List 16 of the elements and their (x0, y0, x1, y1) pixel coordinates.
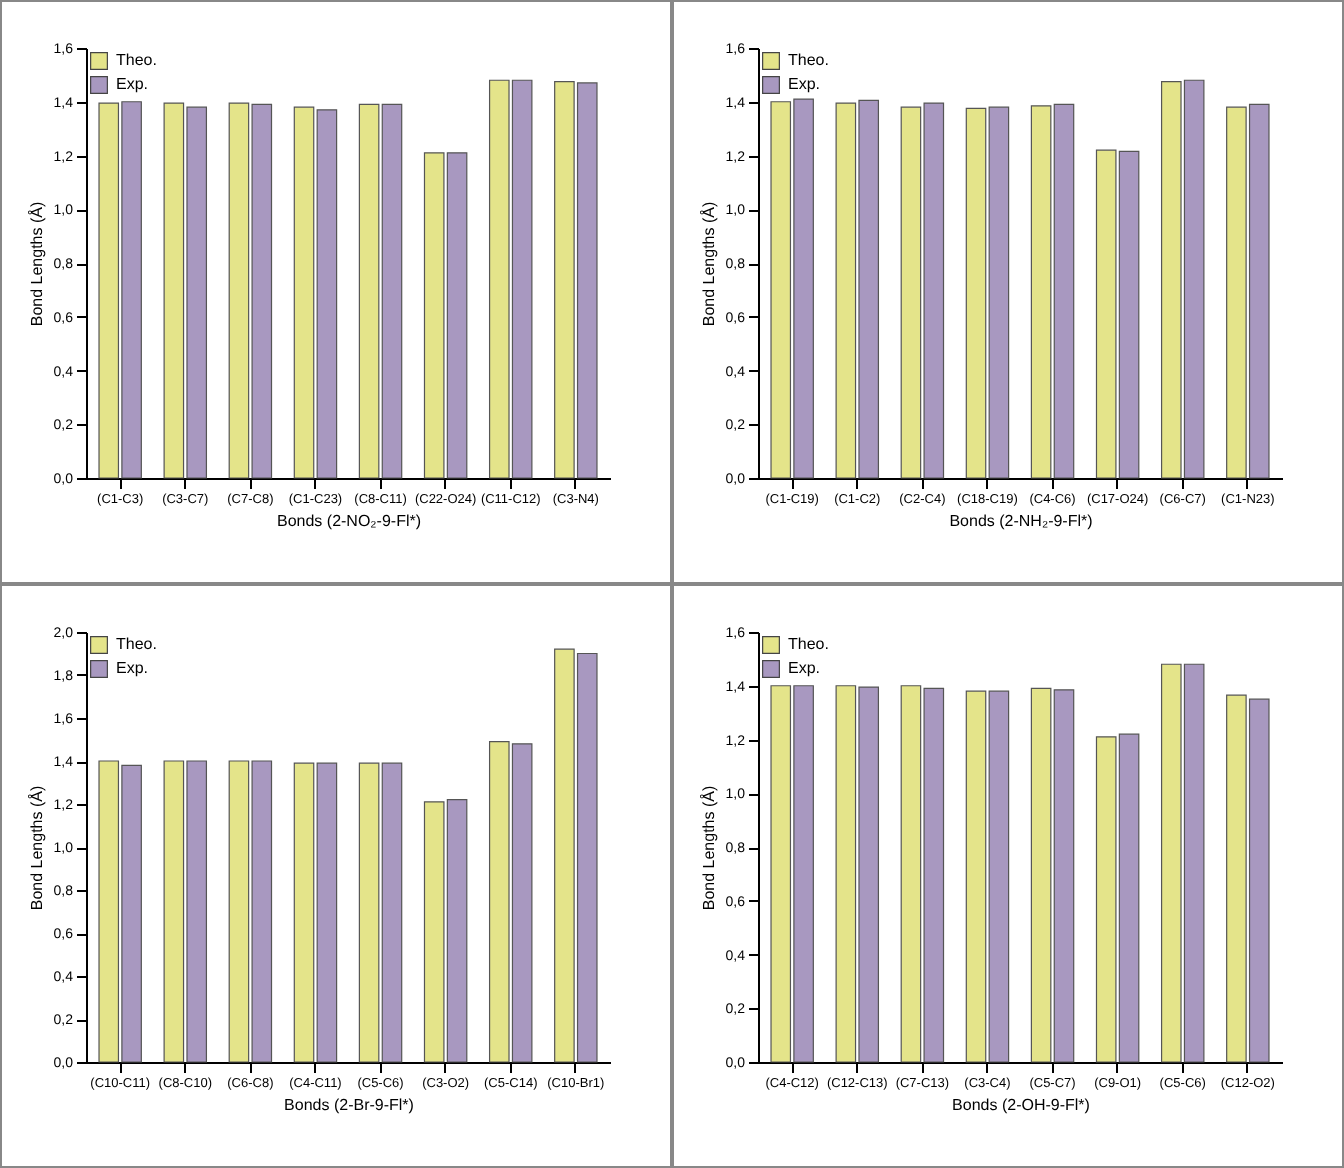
legend-label: Exp. (116, 659, 149, 677)
x-axis-title: Bonds (2-OH-9-Fl*) (952, 1096, 1091, 1114)
y-axis-title: Bond Lengths (Å) (27, 785, 46, 911)
legend-label: Exp. (788, 659, 821, 677)
legend-label: Theo. (116, 51, 157, 69)
x-axis-title: Bonds (2-NO₂-9-Fl*) (276, 512, 422, 530)
legend-label: Exp. (788, 75, 821, 93)
legend-label: Theo. (788, 51, 829, 69)
x-axis-title: Bonds (2-Br-9-Fl*) (284, 1096, 415, 1114)
legend-label: Theo. (116, 635, 157, 653)
y-axis-title: Bond Lengths (Å) (699, 201, 718, 327)
legend-label: Exp. (116, 75, 149, 93)
y-axis-title: Bond Lengths (Å) (27, 201, 46, 327)
legend-label: Theo. (788, 635, 829, 653)
x-axis-title: Bonds (2-NH₂-9-Fl*) (949, 512, 1094, 530)
y-axis-title: Bond Lengths (Å) (699, 785, 718, 911)
